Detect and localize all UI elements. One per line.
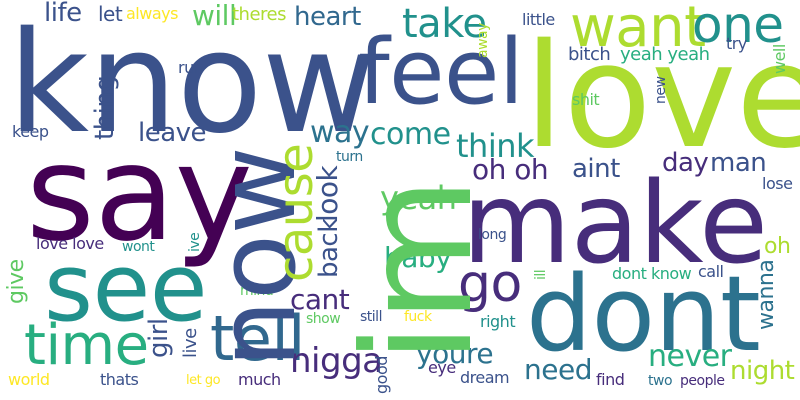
word-make: make bbox=[462, 159, 768, 289]
word-man: man bbox=[710, 148, 767, 178]
word-find: find bbox=[596, 370, 625, 389]
word-ive: ive bbox=[187, 232, 203, 252]
word-wanna: wanna bbox=[754, 259, 779, 330]
word-theres: theres bbox=[232, 4, 287, 25]
word-youre: youre bbox=[416, 337, 494, 370]
word-look: look bbox=[311, 165, 344, 222]
word-show: show bbox=[306, 311, 341, 327]
word-think: think bbox=[456, 127, 535, 165]
word-will: will bbox=[192, 0, 237, 32]
word-people: people bbox=[680, 373, 725, 389]
word-yeah-yeah: yeah yeah bbox=[620, 44, 710, 65]
word-want: want bbox=[570, 0, 706, 60]
word-baby: baby bbox=[384, 241, 452, 274]
word-good: good bbox=[372, 356, 391, 394]
word-thing: thing bbox=[90, 75, 120, 140]
word-away: away bbox=[475, 23, 491, 58]
word-take: take bbox=[402, 1, 487, 47]
word-yeah: yeah bbox=[380, 179, 457, 217]
word-ill: ill bbox=[533, 269, 549, 280]
word-long: long bbox=[478, 227, 507, 243]
word-life: life bbox=[44, 0, 82, 28]
word-much: much bbox=[238, 370, 281, 389]
word-night: night bbox=[730, 356, 795, 386]
word-always: always bbox=[126, 4, 178, 23]
word-live: live bbox=[180, 328, 201, 358]
word-girl: girl bbox=[144, 318, 174, 358]
word-see: see bbox=[44, 234, 208, 343]
word-leave: leave bbox=[138, 118, 207, 148]
word-time: time bbox=[24, 313, 149, 378]
word-dont: dont bbox=[526, 253, 761, 375]
word-shit: shit bbox=[572, 90, 600, 109]
word-little: little bbox=[522, 10, 555, 29]
word-well: well bbox=[770, 44, 789, 74]
word-day: day bbox=[662, 148, 709, 178]
word-im: im bbox=[332, 177, 506, 364]
word-never: never bbox=[648, 339, 732, 374]
word-dream: dream bbox=[460, 368, 510, 387]
word-oh: oh bbox=[764, 234, 791, 259]
word-cant: cant bbox=[290, 283, 350, 316]
word-come: come bbox=[370, 117, 451, 152]
word-wont: wont bbox=[122, 239, 155, 255]
word-call: call bbox=[698, 262, 724, 281]
word-world: world bbox=[8, 370, 50, 389]
word-need: need bbox=[524, 353, 592, 386]
word-two: two bbox=[648, 373, 673, 389]
word-run: run bbox=[178, 58, 204, 77]
word-right: right bbox=[480, 312, 516, 331]
word-go: go bbox=[458, 254, 522, 314]
word-love: love bbox=[524, 12, 800, 180]
word-keep: keep bbox=[12, 122, 49, 141]
word-fuck: fuck bbox=[404, 309, 432, 325]
word-mind: mind bbox=[240, 283, 274, 299]
word-still: still bbox=[360, 309, 382, 325]
word-new: new bbox=[653, 76, 669, 104]
word-feel: feel bbox=[358, 20, 524, 125]
word-know: know bbox=[8, 2, 376, 165]
word-let: let bbox=[98, 2, 123, 26]
word-aint: aint bbox=[572, 154, 620, 184]
word-bitch: bitch bbox=[568, 44, 611, 65]
word-tell: tell bbox=[210, 302, 305, 375]
word-way: way bbox=[310, 115, 370, 150]
word-one: one bbox=[692, 0, 784, 54]
word-dont-know: dont know bbox=[612, 264, 692, 283]
word-say: say bbox=[26, 117, 253, 271]
word-back: back bbox=[314, 218, 344, 278]
word-oh-oh: oh oh bbox=[472, 153, 549, 186]
word-turn: turn bbox=[336, 149, 363, 165]
word-heart: heart bbox=[294, 2, 361, 32]
word-thats: thats bbox=[100, 370, 139, 389]
word-love-love: love love bbox=[36, 234, 104, 253]
word-let-go: let go bbox=[186, 373, 221, 388]
word-give: give bbox=[4, 259, 29, 304]
word-nigga: niggа bbox=[290, 341, 383, 381]
word-try: try bbox=[726, 34, 747, 53]
word-lose: lose bbox=[762, 174, 793, 193]
word-eye: eye bbox=[428, 358, 456, 377]
